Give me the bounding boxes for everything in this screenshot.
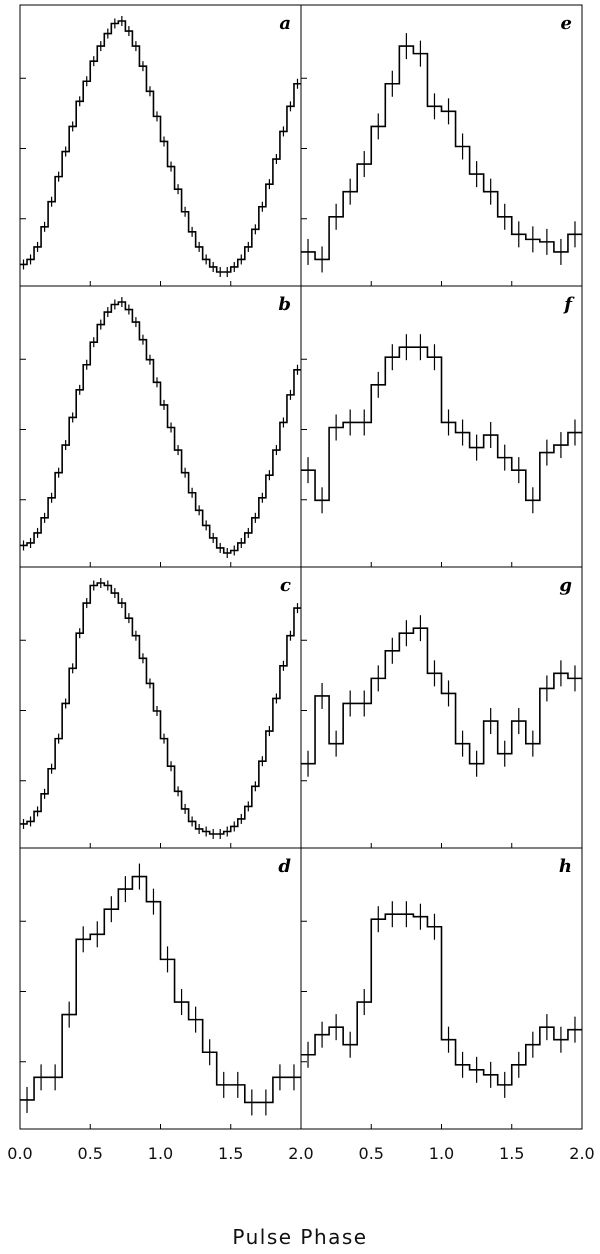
profile-line-e: [301, 45, 582, 261]
x-tick-label: 1.0: [429, 1144, 454, 1163]
panel-label-h: h: [559, 856, 572, 877]
panel-label-b: b: [278, 294, 291, 315]
panel-frame-a: [19, 4, 302, 287]
profile-line-b: [20, 301, 301, 554]
profile-line-f: [301, 346, 582, 502]
panel-frame-e: [300, 4, 583, 287]
panel-label-d: d: [278, 856, 291, 877]
profile-line-h: [301, 913, 582, 1086]
x-tick-label: 1.5: [499, 1144, 524, 1163]
x-axis-label: Pulse Phase: [232, 1225, 368, 1249]
x-tick-label: 1.0: [148, 1144, 173, 1163]
x-tick-label: 0.0: [7, 1144, 32, 1163]
profile-line-c: [20, 582, 301, 835]
panel-label-c: c: [280, 575, 291, 596]
panel-label-e: e: [561, 13, 572, 34]
profile-line-d: [20, 875, 301, 1104]
panel-frame-b: [19, 285, 302, 568]
x-tick-label: 2.0: [288, 1144, 313, 1163]
x-tick-label: 2.0: [569, 1144, 594, 1163]
panel-label-a: a: [279, 13, 291, 34]
panel-label-g: g: [559, 575, 572, 596]
profile-line-a: [20, 20, 301, 273]
profile-line-g: [301, 627, 582, 765]
x-tick-label: 1.5: [218, 1144, 243, 1163]
x-tick-label: 0.5: [78, 1144, 103, 1163]
panel-frame-d: [19, 847, 302, 1130]
panel-label-f: f: [562, 294, 575, 315]
x-tick-label: 0.5: [359, 1144, 384, 1163]
